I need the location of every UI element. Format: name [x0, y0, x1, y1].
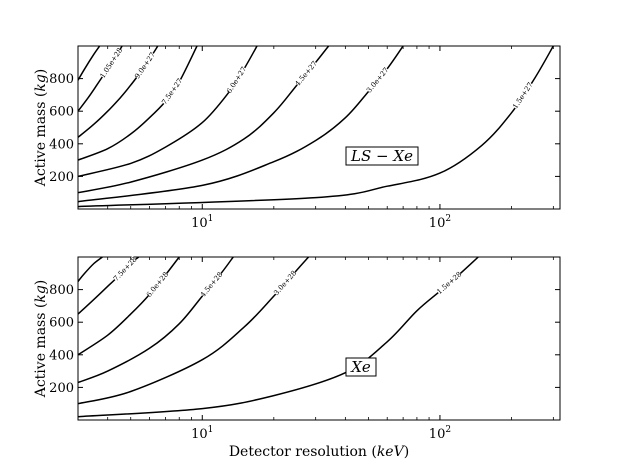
contour-line [78, 46, 101, 81]
top-panel: 1.5e+27 3.0e+27 4.5e+27 6.0e+27 7.5e+279.0e+… [33, 45, 561, 231]
contour-label-bg [98, 47, 124, 80]
contour-label-bg [293, 59, 319, 88]
contour-line [78, 257, 479, 418]
contour-label-bg [145, 270, 170, 299]
contour-label: 7.5e+27 [160, 77, 184, 106]
contour-line [78, 257, 103, 282]
contour-label-bg [133, 51, 157, 80]
top-annotation: LS − Xe [350, 147, 413, 165]
contour-label: 6.0e+28 [145, 271, 170, 299]
contour-label-bg [365, 66, 391, 95]
contour-line [78, 257, 180, 356]
top-contour-lines [78, 46, 554, 208]
bottom-plot-frame [77, 256, 561, 421]
contour-label-bg [511, 81, 535, 111]
contour-label: 4.5e+27 [294, 60, 319, 88]
contour-line [78, 257, 310, 405]
contour-label: 6.0e+27 [225, 65, 248, 95]
contour-line [78, 257, 234, 384]
y-tick-label: 800 [49, 283, 74, 298]
contour-label: 9.0e+27 [133, 51, 157, 80]
contour-label: 1.05e+28 [99, 46, 125, 79]
x-tick-label: 102 [429, 425, 451, 442]
bottom-annotation-box: Xe [345, 357, 377, 377]
y-tick-label: 400 [49, 137, 74, 152]
contour-label: 1.5e+28 [435, 270, 463, 296]
contour-label: 3.0e+28 [272, 269, 298, 297]
y-tick-label: 200 [49, 170, 74, 185]
bottom-x-axis-label: Detector resolution (keV) [229, 444, 409, 460]
top-plot-frame [77, 45, 561, 210]
contour-label: 7.5e+28 [112, 256, 139, 283]
top-annotation-box: LS − Xe [345, 146, 419, 166]
contour-label-bg [160, 77, 185, 106]
contour-label-bg [272, 269, 299, 297]
x-tick-label: 101 [191, 214, 213, 231]
contour-label-bg [112, 255, 139, 283]
bottom-contour-labels: 1.5e+28 3.0e+28 4.5e+28 6.0e+287.5e+28 [112, 256, 463, 299]
y-tick-label: 600 [49, 105, 74, 120]
bottom-contour-lines [78, 257, 479, 418]
bottom-panel: 1.5e+28 3.0e+28 4.5e+28 6.0e+287.5e+28 200 4… [33, 256, 561, 460]
top-y-axis-label: Active mass (kg) [33, 69, 49, 188]
x-tick-label: 101 [191, 425, 213, 442]
contour-label: 3.0e+27 [365, 66, 390, 94]
top-contour-labels: 1.5e+27 3.0e+27 4.5e+27 6.0e+27 7.5e+279.0e+… [99, 46, 535, 110]
contour-label: 1.5e+27 [511, 81, 534, 110]
bottom-axis-ticks: 200 400 600 800 101 102 [49, 257, 560, 442]
y-tick-label: 200 [49, 381, 74, 396]
x-tick-label: 102 [429, 214, 451, 231]
bottom-y-axis-label: Active mass (kg) [33, 280, 49, 399]
y-tick-label: 800 [49, 72, 74, 87]
contour-line [78, 46, 198, 161]
contour-label: 4.5e+28 [199, 271, 224, 299]
contour-label-bg [225, 65, 249, 95]
y-tick-label: 400 [49, 348, 74, 363]
top-axis-ticks: 200 400 600 800 101 102 [49, 46, 560, 231]
contour-line [78, 46, 554, 208]
contour-label-bg [199, 270, 225, 299]
y-tick-label: 600 [49, 316, 74, 331]
contour-label-bg [435, 270, 464, 296]
contour-line [78, 46, 330, 194]
bottom-annotation: Xe [350, 358, 371, 376]
